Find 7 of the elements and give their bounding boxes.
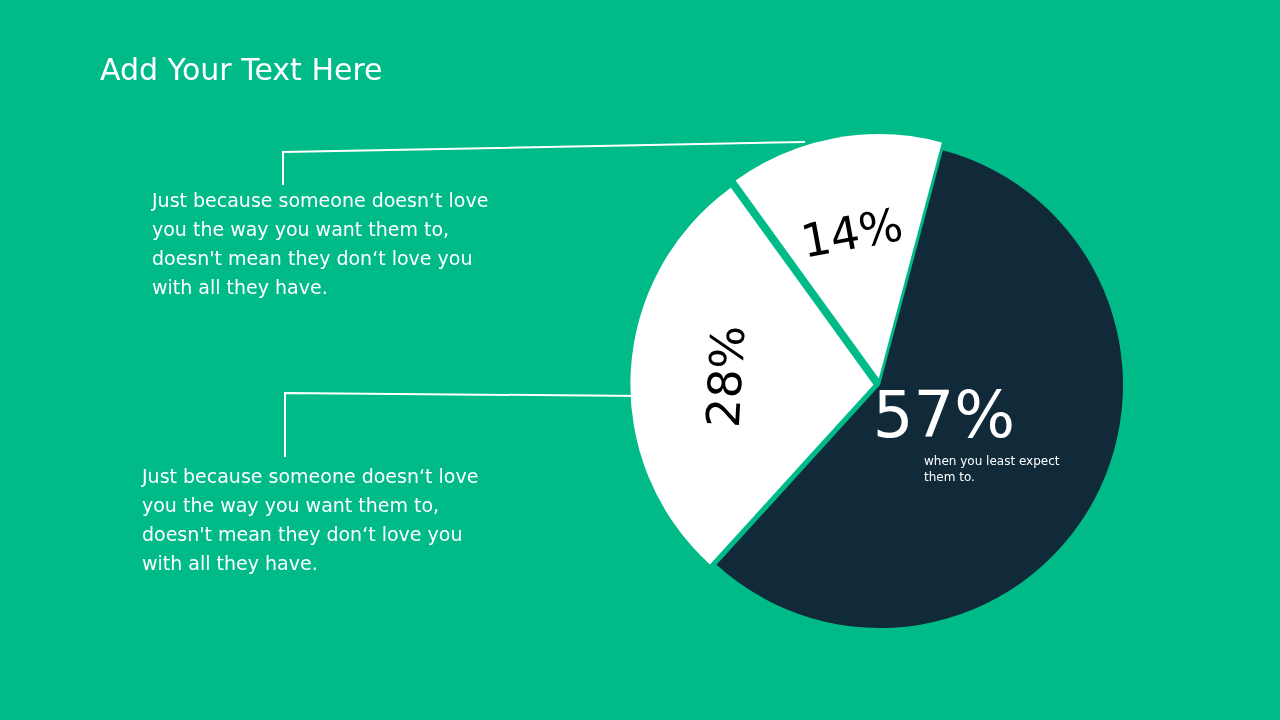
text: when you least expect them to.	[924, 453, 1061, 485]
data-label: 14%	[796, 197, 908, 269]
data-label: 28%	[695, 323, 756, 429]
text: Just because someone doesn‘t love you the way you want them to, doesn't mean they don‘t love you with all they have.	[152, 188, 490, 300]
data-label: 57%	[872, 377, 1016, 452]
text: Add Your Text Here	[100, 52, 383, 87]
text: Just because someone doesn‘t love you the way you want them to, doesn't mean they don‘t love you with all they have.	[142, 464, 480, 576]
